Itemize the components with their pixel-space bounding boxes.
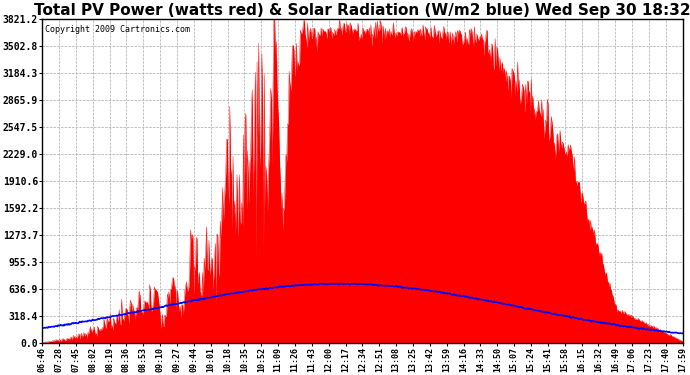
Text: Copyright 2009 Cartronics.com: Copyright 2009 Cartronics.com xyxy=(46,26,190,34)
Title: Total PV Power (watts red) & Solar Radiation (W/m2 blue) Wed Sep 30 18:32: Total PV Power (watts red) & Solar Radia… xyxy=(34,3,690,18)
